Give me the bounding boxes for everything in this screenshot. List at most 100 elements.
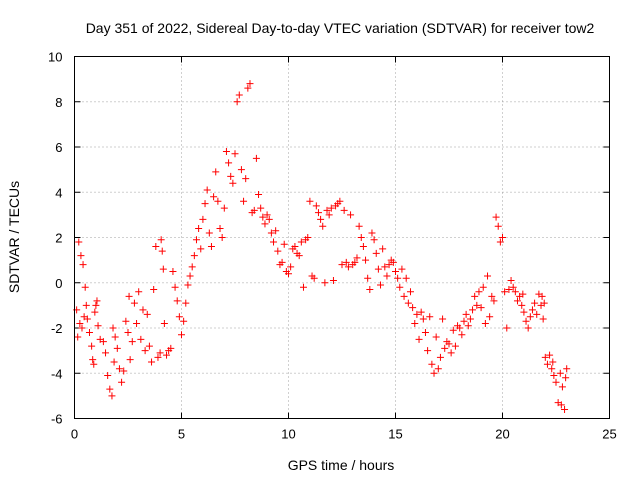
data-point: [377, 281, 385, 289]
data-point: [180, 317, 188, 325]
data-point: [359, 243, 367, 251]
data-point: [366, 286, 374, 294]
data-point: [229, 179, 237, 187]
data-point: [222, 148, 230, 156]
data-point: [94, 322, 102, 330]
data-point: [216, 224, 224, 232]
data-point: [546, 351, 554, 359]
data-point: [75, 238, 83, 246]
data-point: [392, 267, 399, 275]
data-point: [203, 186, 211, 194]
data-point: [242, 175, 250, 183]
data-point: [304, 234, 312, 241]
data-point: [175, 313, 183, 321]
data-point: [464, 322, 472, 330]
data-point: [171, 283, 179, 291]
plot-frame: [74, 56, 610, 419]
data-point: [88, 342, 96, 350]
data-point: [76, 319, 84, 327]
data-point: [93, 297, 101, 305]
data-point: [509, 283, 517, 291]
data-point: [74, 333, 82, 341]
data-point: [312, 202, 320, 210]
data-point: [154, 353, 162, 361]
data-point: [231, 150, 239, 158]
data-point: [505, 286, 513, 294]
data-point: [411, 319, 419, 327]
data-point: [207, 243, 215, 251]
data-point: [323, 206, 331, 214]
data-point: [439, 315, 447, 323]
data-point: [319, 222, 327, 230]
data-point: [285, 270, 292, 278]
data-point: [270, 238, 278, 246]
data-point: [471, 292, 479, 300]
data-point: [362, 256, 370, 264]
data-point: [473, 301, 481, 309]
data-point: [370, 236, 378, 244]
data-point: [496, 238, 504, 246]
data-point: [404, 299, 412, 307]
data-point: [306, 197, 314, 205]
data-point: [344, 263, 352, 271]
data-point: [199, 215, 207, 223]
data-point: [394, 274, 402, 282]
data-point: [531, 299, 539, 307]
data-point: [484, 272, 492, 280]
data-point: [477, 304, 485, 312]
data-point: [406, 288, 414, 296]
data-point: [156, 349, 164, 357]
data-point: [539, 315, 547, 323]
y-tick-label: 6: [55, 140, 62, 155]
data-point: [188, 263, 196, 271]
data-series: [73, 80, 571, 413]
data-point: [178, 331, 185, 339]
data-point: [447, 349, 455, 357]
grid: [74, 56, 610, 419]
data-point: [524, 324, 532, 332]
data-point: [126, 356, 134, 364]
data-point: [190, 252, 198, 260]
data-point: [106, 385, 114, 393]
data-point: [82, 301, 90, 309]
y-tick-label: 4: [55, 185, 62, 200]
data-point: [227, 172, 235, 180]
data-point: [336, 197, 344, 205]
data-point: [445, 340, 453, 348]
data-point: [458, 331, 466, 339]
data-point: [562, 374, 570, 382]
data-point: [91, 308, 99, 316]
data-point: [548, 365, 556, 373]
y-tick-label: 10: [48, 50, 62, 65]
data-point: [205, 229, 213, 237]
data-point: [533, 310, 541, 318]
data-point: [466, 315, 474, 323]
data-point: [557, 401, 565, 409]
data-point: [110, 358, 118, 366]
data-point: [419, 315, 427, 323]
data-point: [357, 234, 365, 241]
data-point: [240, 197, 248, 205]
data-point: [494, 222, 502, 230]
y-tick-label: 8: [55, 95, 62, 110]
data-point: [83, 315, 91, 323]
data-point: [152, 243, 160, 251]
data-point: [436, 353, 444, 361]
y-tick-label: -6: [51, 412, 63, 427]
data-point: [327, 204, 335, 212]
data-point: [295, 252, 303, 260]
data-point: [550, 372, 558, 380]
data-point: [520, 308, 528, 316]
data-point: [451, 342, 459, 350]
data-point: [421, 329, 429, 337]
data-point: [501, 288, 509, 296]
data-point: [201, 200, 209, 208]
data-point: [526, 313, 534, 321]
data-point: [274, 247, 282, 255]
data-point: [158, 247, 166, 255]
data-point: [246, 80, 254, 88]
data-point: [338, 261, 346, 269]
data-point: [272, 227, 280, 235]
data-point: [402, 274, 410, 282]
